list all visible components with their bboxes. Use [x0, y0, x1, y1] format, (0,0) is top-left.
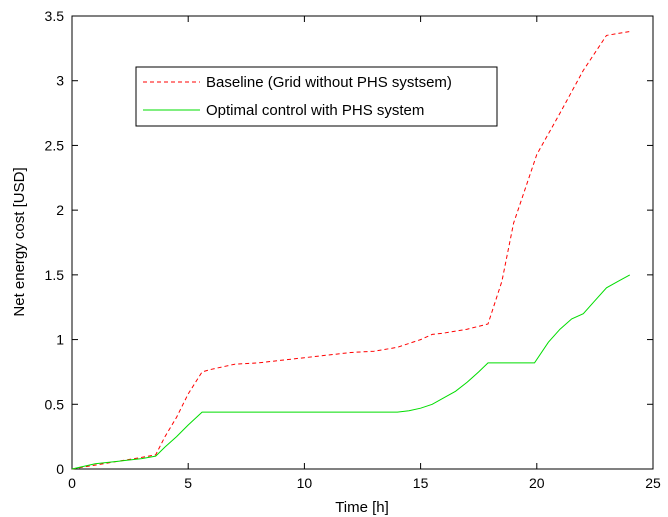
legend-box	[135, 66, 498, 127]
y-axis-label: Net energy cost [USD]	[11, 167, 28, 316]
x-tick-label: 15	[413, 475, 429, 491]
y-tick-label: 1.5	[45, 267, 65, 283]
x-axis-label: Time [h]	[335, 499, 389, 516]
y-tick-label: 0	[56, 461, 64, 477]
legend-label-baseline: Baseline (Grid without PHS systsem)	[206, 74, 452, 91]
x-tick-label: 25	[645, 475, 661, 491]
series-line-1	[71, 274, 631, 470]
x-tick-label: 20	[529, 475, 545, 491]
y-tick-label: 0.5	[45, 396, 65, 412]
series-line-0	[71, 31, 630, 470]
y-tick-label: 3.5	[45, 8, 65, 24]
legend: Baseline (Grid without PHS systsem) Opti…	[135, 66, 498, 127]
legend-label-optimal: Optimal control with PHS system	[206, 102, 424, 119]
x-tick-label: 0	[68, 475, 76, 491]
x-tick-label: 10	[297, 475, 313, 491]
y-tick-label: 3	[56, 73, 64, 89]
y-tick-label: 1	[56, 332, 64, 348]
x-tick-label: 5	[184, 475, 192, 491]
y-tick-label: 2	[56, 202, 64, 218]
axis-ticks: 0 5 10 15 20 25 0 0.5 1 1.5 2 2.5 3 3.5	[45, 8, 661, 491]
y-tick-label: 2.5	[45, 137, 65, 153]
series-lines	[71, 31, 631, 470]
